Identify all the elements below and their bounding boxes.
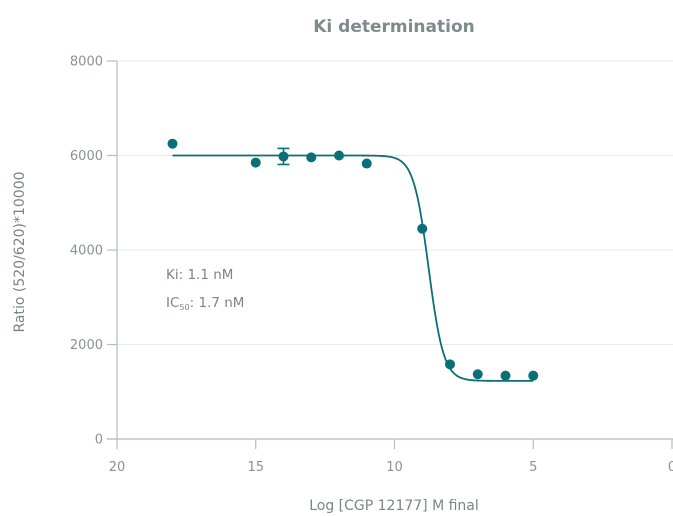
y-tick-label-6000: 6000 <box>70 149 103 164</box>
data-point-5 <box>361 158 372 169</box>
y-tick-label-0: 0 <box>95 433 103 448</box>
ic50-prefix: IC <box>166 295 179 311</box>
ic50-annotation: IC50: 1.7 nM <box>166 295 244 312</box>
data-point-10 <box>528 370 539 381</box>
fit-curve-layer <box>172 154 534 382</box>
x-tick-label-10: 10 <box>386 460 403 475</box>
data-point-7 <box>445 359 455 370</box>
y-tick-label-2000: 2000 <box>70 338 103 353</box>
y-tick-label-8000: 8000 <box>70 55 103 70</box>
data-point-2 <box>278 151 289 162</box>
chart-title: Ki determination <box>313 17 475 37</box>
data-points <box>167 138 539 381</box>
data-point-0 <box>167 138 178 149</box>
ic50-value: : 1.7 nM <box>190 295 245 311</box>
ic50-subscript: 50 <box>179 303 189 312</box>
data-point-6 <box>417 223 428 234</box>
x-tick-label-5: 5 <box>529 460 537 475</box>
x-tick-label-20: 20 <box>109 460 126 475</box>
y-tick-label-4000: 4000 <box>70 244 103 259</box>
data-point-4 <box>334 150 344 161</box>
data-point-3 <box>306 152 317 163</box>
ki-annotation: Ki: 1.1 nM <box>166 267 233 283</box>
axes <box>107 60 673 449</box>
data-point-9 <box>500 370 511 381</box>
x-axis-label: Log [CGP 12177] M final <box>309 498 479 514</box>
data-point-1 <box>250 157 261 168</box>
data-point-8 <box>472 369 483 380</box>
x-tick-label-15: 15 <box>247 460 264 475</box>
fit-curve <box>172 154 534 382</box>
x-tick-label-0: 0 <box>668 460 673 475</box>
y-axis-label: Ratio (520/620)*10000 <box>12 171 28 332</box>
